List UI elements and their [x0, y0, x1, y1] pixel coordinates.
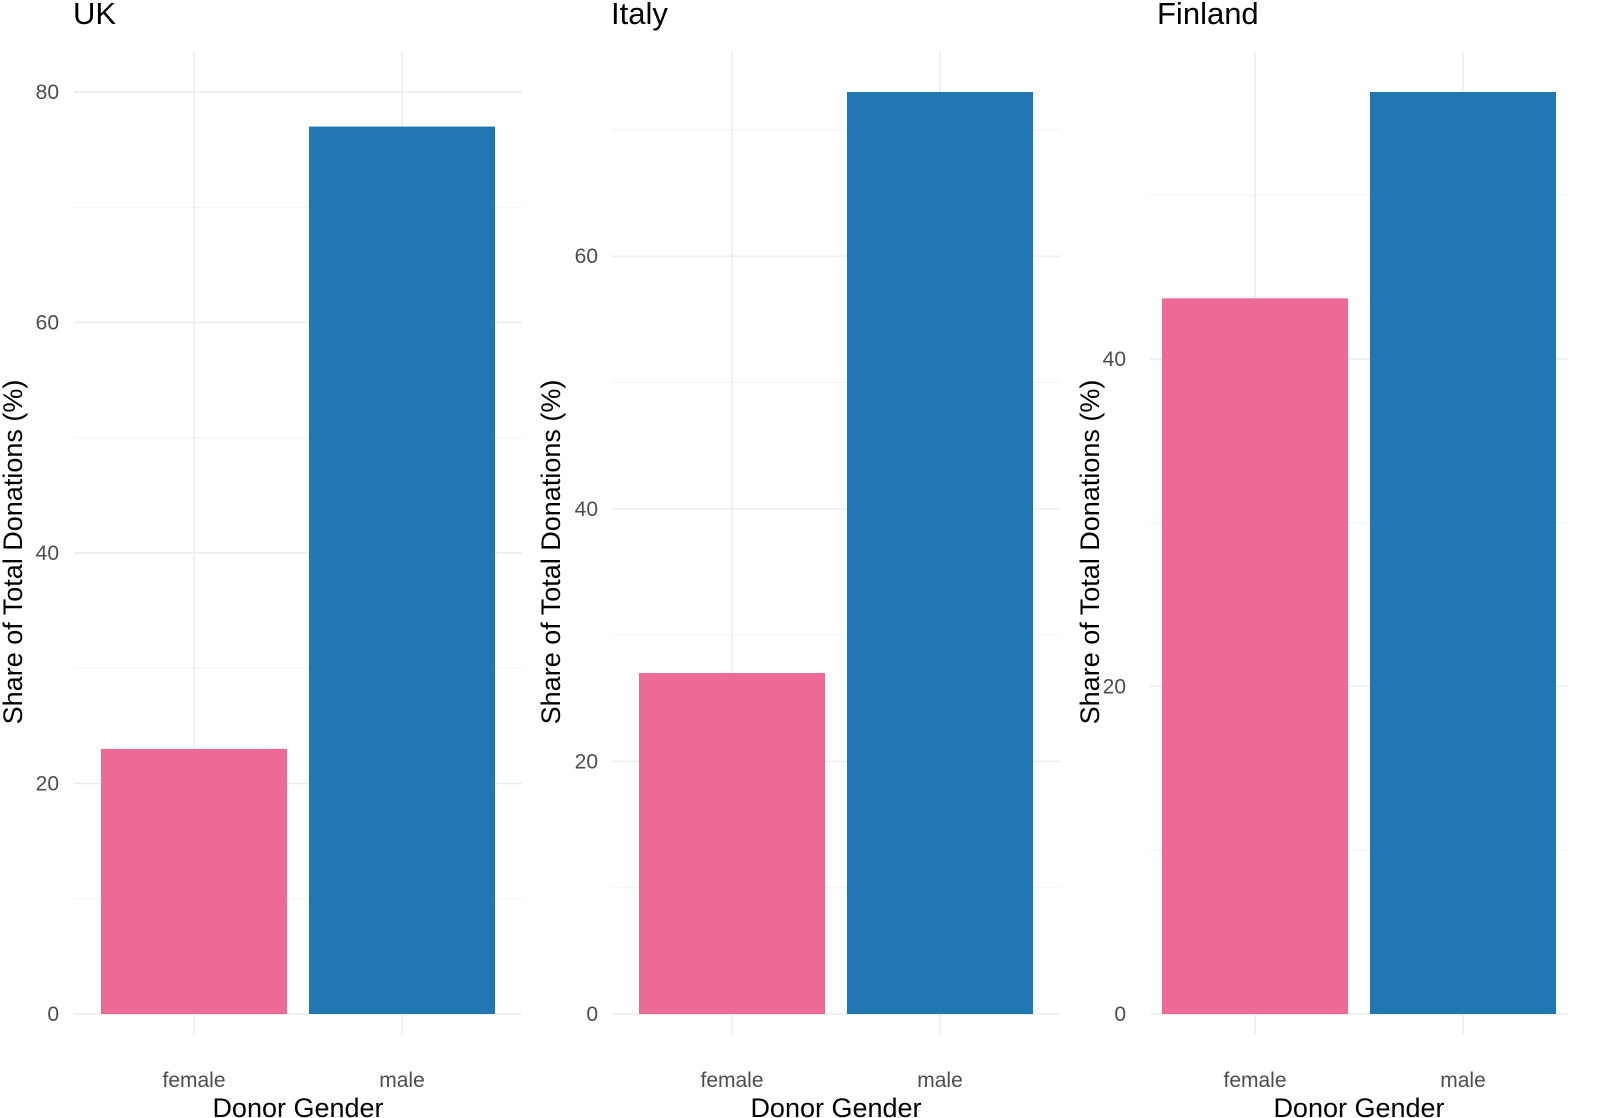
chart-panel-italy: 0 20 40 60 female male Italy Donor Gender Share … — [536, 0, 1060, 1118]
y-tick-label: 60 — [36, 312, 59, 335]
bar-male — [1370, 92, 1556, 1014]
chart-panel-uk: 0 20 40 60 80 female male UK Donor Gender Share o… — [0, 0, 522, 1118]
y-axis-title: Share of Total Donations (%) — [0, 380, 28, 725]
x-axis-title: Donor Gender — [1273, 1093, 1444, 1118]
y-axis-title: Share of Total Donations (%) — [1075, 380, 1105, 725]
x-tick-label: female — [162, 1069, 225, 1092]
x-tick-label: male — [1440, 1069, 1486, 1092]
x-axis-title: Donor Gender — [750, 1093, 921, 1118]
bar-female — [1162, 298, 1348, 1014]
y-tick-label: 60 — [575, 245, 598, 268]
y-tick-label: 20 — [36, 773, 59, 796]
x-tick-label: male — [379, 1069, 425, 1092]
y-tick-label: 20 — [575, 750, 598, 773]
bar-male — [847, 92, 1033, 1014]
y-tick-label: 0 — [586, 1003, 598, 1026]
panel-title: Italy — [611, 0, 668, 31]
panel-title: Finland — [1157, 0, 1259, 31]
chart-panel-finland: 0 20 40 female male Finland Donor Gender Share … — [1075, 0, 1568, 1118]
x-tick-label: female — [1223, 1069, 1286, 1092]
bar-female — [101, 748, 287, 1014]
panel-title: UK — [73, 0, 116, 31]
x-axis-title: Donor Gender — [212, 1093, 383, 1118]
y-tick-label: 40 — [1103, 348, 1126, 371]
y-tick-label: 20 — [1103, 675, 1126, 698]
y-tick-label: 40 — [36, 542, 59, 565]
y-axis-title: Share of Total Donations (%) — [536, 380, 566, 725]
y-tick-label: 80 — [36, 81, 59, 104]
y-tick-label: 40 — [575, 498, 598, 521]
x-tick-label: female — [700, 1069, 763, 1092]
x-tick-label: male — [917, 1069, 963, 1092]
y-tick-label: 0 — [47, 1003, 59, 1026]
bar-male — [309, 126, 495, 1014]
bar-female — [639, 672, 825, 1014]
y-tick-label: 0 — [1114, 1003, 1126, 1026]
